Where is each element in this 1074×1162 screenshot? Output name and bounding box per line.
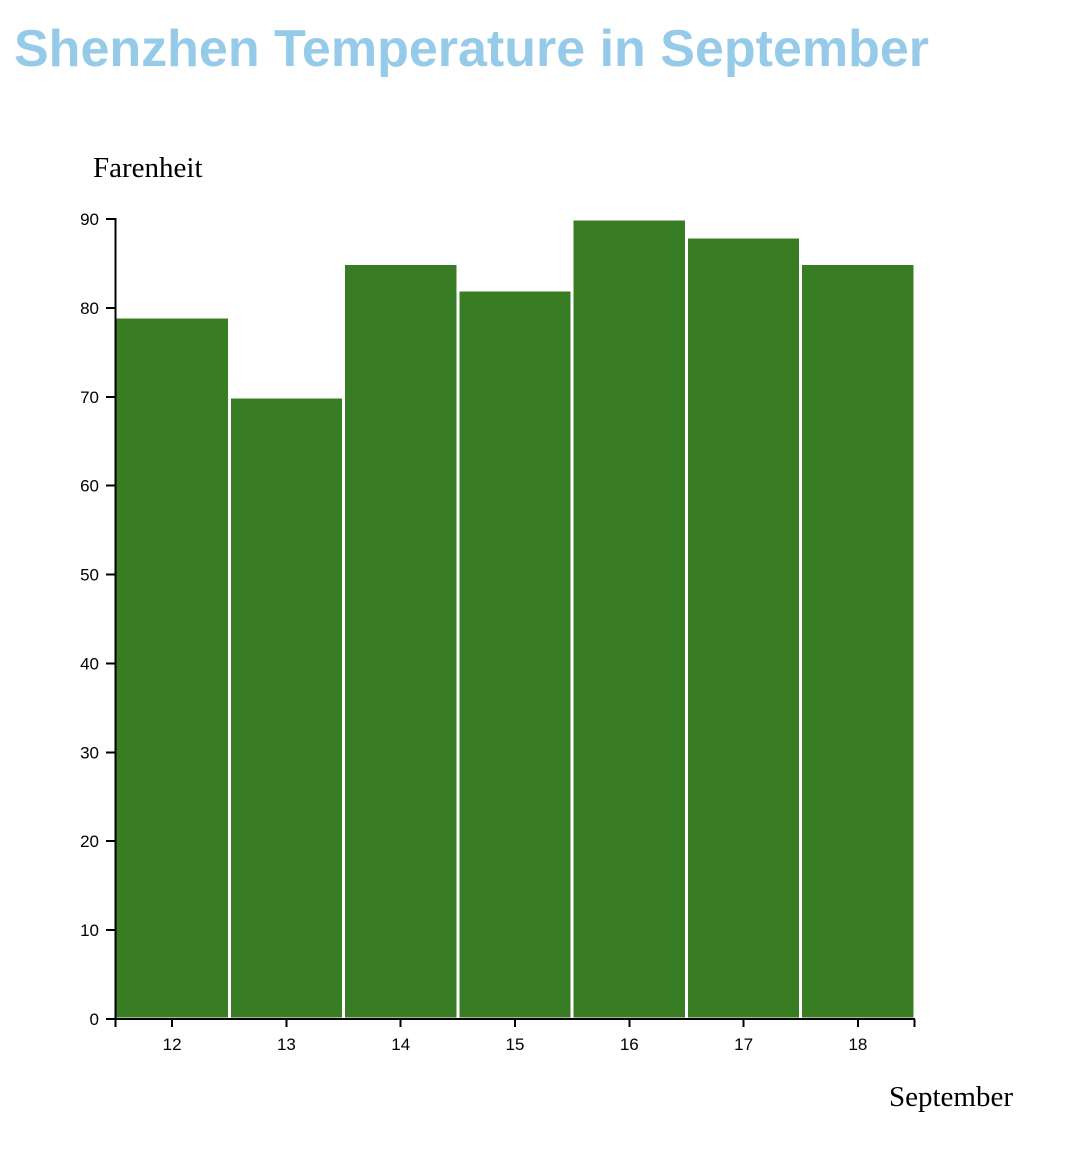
x-tick-label-17: 17 [734, 1035, 753, 1054]
y-tick-label-50: 50 [80, 566, 99, 585]
bar-17 [684, 235, 803, 1021]
y-axis-title: Farenheit [93, 152, 203, 184]
y-axis: 0 10 20 30 40 50 60 70 80 90 [80, 210, 117, 1029]
x-tick-label-18: 18 [848, 1035, 867, 1054]
bar-16 [570, 217, 688, 1021]
bar-18 [799, 261, 917, 1021]
bar-13 [227, 395, 346, 1021]
y-tick-label-70: 70 [80, 388, 99, 407]
y-tick-label-30: 30 [80, 743, 99, 762]
y-tick-label-0: 0 [90, 1010, 99, 1029]
bar-14 [342, 261, 460, 1021]
bars-layer [113, 217, 917, 1021]
y-tick-label-90: 90 [80, 210, 99, 229]
x-axis: 12 13 14 15 16 17 18 [114, 1018, 916, 1054]
x-tick-label-12: 12 [163, 1035, 182, 1054]
x-tick-label-15: 15 [506, 1035, 525, 1054]
bar-15 [456, 288, 574, 1021]
x-tick-label-16: 16 [620, 1035, 639, 1054]
x-tick-label-13: 13 [277, 1035, 296, 1054]
y-tick-label-10: 10 [80, 921, 99, 940]
x-tick-label-14: 14 [391, 1035, 410, 1054]
y-tick-label-60: 60 [80, 477, 99, 496]
y-tick-label-20: 20 [80, 832, 99, 851]
y-tick-label-40: 40 [80, 654, 99, 673]
page-title: Shenzhen Temperature in September [14, 20, 930, 78]
y-tick-label-80: 80 [80, 299, 99, 318]
bar-12 [113, 315, 231, 1021]
x-axis-title: September [889, 1081, 1013, 1113]
